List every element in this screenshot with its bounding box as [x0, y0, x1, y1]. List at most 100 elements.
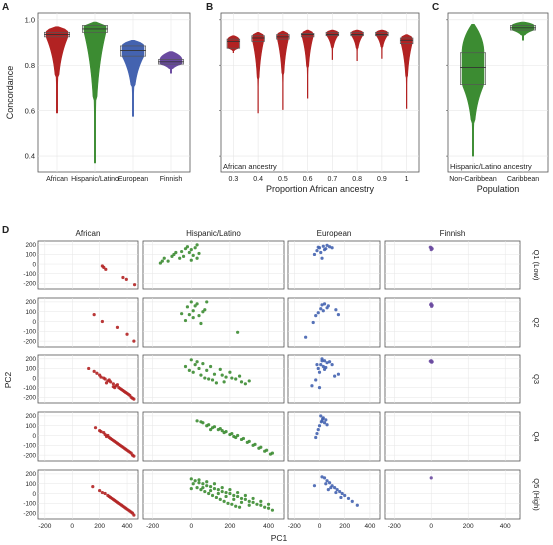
- scatter-point: [247, 503, 251, 507]
- facet-xtick-label: 400: [500, 523, 511, 530]
- scatter-point: [319, 307, 323, 311]
- scatter-point: [183, 247, 188, 251]
- scatter-point: [243, 497, 247, 501]
- facet-xtick-label: -200: [146, 523, 159, 530]
- scatter-point: [197, 251, 201, 256]
- scatter-point: [230, 502, 234, 506]
- scatter-point: [130, 396, 135, 400]
- scatter-point: [191, 370, 195, 374]
- facet-xtick-label: 200: [94, 523, 105, 530]
- panel-b-1-violin: [252, 32, 264, 114]
- facet-ytick-label: -200: [23, 395, 36, 402]
- scatter-point: [325, 361, 329, 365]
- panel-a-3-violin: [159, 51, 183, 74]
- facet-ytick-label: 100: [25, 252, 36, 259]
- scatter-point: [162, 256, 166, 260]
- scatter-point: [187, 250, 191, 255]
- scatter-point: [311, 320, 315, 325]
- facet-ytick-label: 100: [25, 423, 36, 430]
- scatter-point: [239, 496, 244, 501]
- scatter-point: [113, 498, 117, 502]
- panel-a-2-box: [119, 45, 146, 57]
- scatter-point: [234, 504, 238, 508]
- scatter-point: [340, 491, 344, 496]
- scatter-point: [234, 377, 238, 381]
- panel-b-4-box: [325, 31, 340, 37]
- scatter-point: [209, 428, 213, 432]
- scatter-point: [334, 308, 338, 312]
- scatter-point: [320, 256, 324, 260]
- scatter-point: [330, 363, 334, 367]
- panel-d-ylabel: PC2: [3, 371, 13, 388]
- facet-ytick-label: -100: [23, 443, 36, 450]
- scatter-point: [132, 339, 136, 343]
- facet-frame: [384, 469, 521, 520]
- scatter-point: [189, 248, 193, 252]
- scatter-point: [243, 382, 247, 386]
- facet-frame: [287, 240, 381, 290]
- scatter-point: [220, 373, 224, 377]
- scatter-point: [346, 496, 351, 501]
- scatter-point: [320, 359, 324, 363]
- facet-ytick-label: -100: [23, 501, 36, 508]
- facet-xtick-label: 400: [364, 523, 375, 530]
- scatter-point: [325, 243, 329, 247]
- scatter-point: [355, 503, 359, 507]
- scatter-point: [104, 434, 109, 439]
- panel-c-frame: [447, 12, 549, 173]
- scatter-point: [237, 505, 242, 509]
- scatter-point: [428, 245, 432, 249]
- facet-frame: [37, 297, 139, 348]
- panel-b-xtick-label: 0.8: [352, 176, 362, 183]
- scatter-point: [195, 256, 199, 260]
- panel-a-xtick-label: European: [118, 176, 148, 183]
- scatter-point: [126, 392, 131, 396]
- scatter-point: [87, 366, 91, 371]
- scatter-point: [125, 448, 129, 452]
- scatter-point: [236, 433, 240, 438]
- scatter-point: [216, 491, 220, 496]
- scatter-point: [187, 313, 191, 317]
- facet-frame: [287, 354, 381, 404]
- scatter-point: [195, 302, 199, 306]
- panel-b-4-violin: [326, 29, 339, 60]
- scatter-point: [312, 252, 317, 257]
- scatter-point: [189, 300, 193, 304]
- scatter-point: [317, 386, 322, 390]
- facet-xtick-label: 0: [189, 523, 193, 530]
- facet-frame: [37, 354, 139, 404]
- scatter-point: [160, 259, 164, 263]
- facet-ytick-label: -200: [23, 338, 36, 345]
- scatter-point: [118, 387, 122, 391]
- scatter-point: [199, 373, 203, 377]
- scatter-point: [102, 430, 106, 435]
- scatter-point: [214, 495, 218, 500]
- scatter-point: [197, 481, 201, 485]
- scatter-point: [193, 363, 197, 367]
- scatter-point: [321, 244, 325, 248]
- scatter-point: [207, 377, 211, 381]
- scatter-point: [322, 302, 327, 306]
- facet-ytick-label: -100: [23, 271, 36, 278]
- facet-frame: [287, 297, 381, 348]
- facet-xtick-label: 200: [463, 523, 474, 530]
- panel-a-xtick-label: African: [46, 176, 68, 183]
- scatter-point: [218, 367, 222, 371]
- scatter-point: [255, 502, 259, 506]
- scatter-point: [330, 246, 334, 250]
- scatter-point: [315, 431, 319, 436]
- scatter-point: [205, 480, 209, 484]
- panel-a-2-violin: [121, 39, 145, 117]
- panel-b-xtick-label: 0.4: [253, 176, 263, 183]
- scatter-point: [92, 313, 96, 317]
- scatter-point: [195, 419, 199, 423]
- scatter-point: [210, 493, 215, 498]
- scatter-point: [199, 488, 203, 492]
- panel-b-7-violin: [400, 34, 413, 109]
- panel-b-xtick-label: 0.7: [328, 176, 338, 183]
- facet-row-label: Q4: [532, 431, 541, 441]
- panel-d-xlabel: PC1: [271, 533, 288, 543]
- scatter-point: [216, 488, 220, 492]
- scatter-point: [316, 428, 320, 432]
- facet-ytick-label: 0: [32, 433, 36, 440]
